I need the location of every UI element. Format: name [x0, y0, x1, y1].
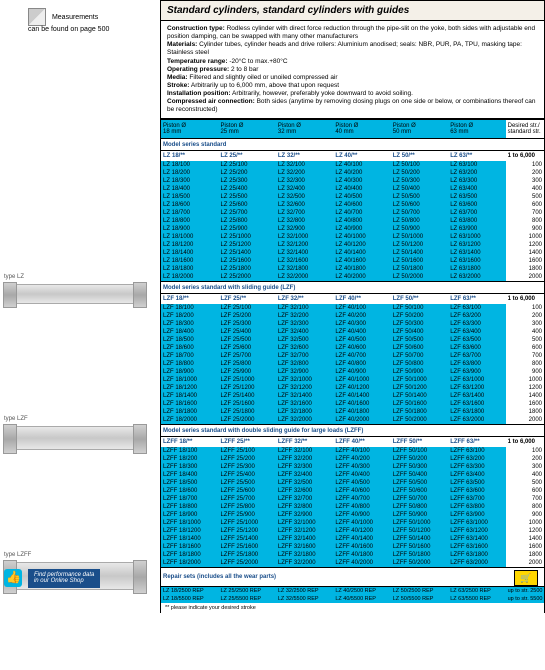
repair-title-row: Repair sets (includes all the wear parts…: [161, 568, 544, 587]
table-row: LZF 18/100LZF 25/100LZF 32/100LZF 40/100…: [161, 304, 544, 312]
table-row: LZ 18/1400LZ 25/1400LZ 32/1400LZ 40/1400…: [161, 249, 544, 257]
table-row: LZ 18/400LZ 25/400LZ 32/400LZ 40/400LZ 5…: [161, 185, 544, 193]
thumbs-up-icon: [4, 569, 22, 587]
series-title-row: Model series standard with sliding guide…: [161, 282, 544, 294]
description-block: Construction type: Rodless cylinder with…: [161, 21, 544, 119]
type-lz-label: type LZ: [4, 274, 160, 280]
table-row: LZF 18/600LZF 25/600LZF 32/600LZF 40/600…: [161, 344, 544, 352]
table-row: LZFF 18/300LZFF 25/300LZFF 32/300LZFF 40…: [161, 463, 544, 471]
page-title: Standard cylinders, standard cylinders w…: [161, 0, 544, 21]
measurements-line2: can be found on page 500: [28, 26, 109, 33]
table-row: LZF 18/2000LZF 25/2000LZF 32/2000LZF 40/…: [161, 416, 544, 425]
right-column: Standard cylinders, standard cylinders w…: [160, 0, 545, 613]
piston-63: Piston Ø63 mm: [448, 120, 505, 139]
piston-40: Piston Ø40 mm: [333, 120, 390, 139]
table-row: LZFF 18/100LZFF 25/100LZFF 32/100LZFF 40…: [161, 447, 544, 455]
table-row: LZF 18/1000LZF 25/1000LZF 32/1000LZF 40/…: [161, 376, 544, 384]
piston-32: Piston Ø32 mm: [276, 120, 333, 139]
table-row: LZFF 18/500LZFF 25/500LZFF 32/500LZFF 40…: [161, 479, 544, 487]
table-row: LZ 18/200LZ 25/200LZ 32/200LZ 40/200LZ 5…: [161, 169, 544, 177]
cart-icon: 🛒: [514, 570, 538, 586]
piston-18: Piston Ø18 mm: [161, 120, 218, 139]
cylinder-lzf-image: [4, 426, 160, 450]
table-row: LZ 18/900LZ 25/900LZ 32/900LZ 40/900LZ 5…: [161, 225, 544, 233]
table-row: LZFF 18/1200LZFF 25/1200LZFF 32/1200LZFF…: [161, 527, 544, 535]
desired-header: Desired str./standard str.: [506, 120, 544, 139]
left-column: Measurements can be found on page 500 ty…: [0, 0, 160, 592]
table-row: LZF 18/1200LZF 25/1200LZF 32/1200LZF 40/…: [161, 384, 544, 392]
piston-25: Piston Ø25 mm: [218, 120, 275, 139]
table-row: LZFF 18/200LZFF 25/200LZFF 32/200LZFF 40…: [161, 455, 544, 463]
table-row: LZ 18/800LZ 25/800LZ 32/800LZ 40/800LZ 5…: [161, 217, 544, 225]
table-row: LZFF 18/1600LZFF 25/1600LZFF 32/1600LZFF…: [161, 543, 544, 551]
series-title-row: Model series standard with double slidin…: [161, 425, 544, 437]
cylinder-lz-image: [4, 284, 160, 304]
table-row: LZFF 18/600LZFF 25/600LZFF 32/600LZFF 40…: [161, 487, 544, 495]
repair-row: LZ 18/5500 REPLZ 25/5500 REPLZ 32/5500 R…: [161, 595, 544, 603]
table-row: LZ 18/1600LZ 25/1600LZ 32/1600LZ 40/1600…: [161, 257, 544, 265]
series-subheader: LZF 18/**LZF 25/**LZF 32/**LZF 40/**LZF …: [161, 294, 544, 305]
table-row: LZF 18/1400LZF 25/1400LZF 32/1400LZF 40/…: [161, 392, 544, 400]
table-row: LZFF 18/800LZFF 25/800LZFF 32/800LZFF 40…: [161, 503, 544, 511]
tip-badge: Find performance data in our Online Shop: [4, 569, 144, 588]
series-subheader: LZ 18/**LZ 25/**LZ 32/**LZ 40/**LZ 50/**…: [161, 151, 544, 162]
table-row: LZ 18/700LZ 25/700LZ 32/700LZ 40/700LZ 5…: [161, 209, 544, 217]
table-row: LZFF 18/1000LZFF 25/1000LZFF 32/1000LZFF…: [161, 519, 544, 527]
table-row: LZFF 18/900LZFF 25/900LZFF 32/900LZFF 40…: [161, 511, 544, 519]
table-row: LZF 18/400LZF 25/400LZF 32/400LZF 40/400…: [161, 328, 544, 336]
piston-50: Piston Ø50 mm: [391, 120, 448, 139]
series-subheader: LZFF 18/**LZFF 25/**LZFF 32/**LZFF 40/**…: [161, 437, 544, 448]
footnote: ** please indicate your desired stroke: [161, 603, 544, 613]
table-row: LZF 18/500LZF 25/500LZF 32/500LZF 40/500…: [161, 336, 544, 344]
repair-row: LZ 18/2500 REPLZ 25/2500 REPLZ 32/2500 R…: [161, 587, 544, 596]
table-row: LZF 18/700LZF 25/700LZF 32/700LZF 40/700…: [161, 352, 544, 360]
type-lzff-label: type LZFF: [4, 552, 160, 558]
table-row: LZF 18/1800LZF 25/1800LZF 32/1800LZF 40/…: [161, 408, 544, 416]
table-row: LZF 18/900LZF 25/900LZF 32/900LZF 40/900…: [161, 368, 544, 376]
measurements-line1: Measurements: [52, 14, 98, 21]
table-row: LZ 18/600LZ 25/600LZ 32/600LZ 40/600LZ 5…: [161, 201, 544, 209]
table-row: LZFF 18/1400LZFF 25/1400LZFF 32/1400LZFF…: [161, 535, 544, 543]
table-row: LZ 18/300LZ 25/300LZ 32/300LZ 40/300LZ 5…: [161, 177, 544, 185]
table-row: LZFF 18/700LZFF 25/700LZFF 32/700LZFF 40…: [161, 495, 544, 503]
table-row: LZF 18/800LZF 25/800LZF 32/800LZF 40/800…: [161, 360, 544, 368]
performance-tip: Find performance data in our Online Shop: [28, 569, 100, 588]
series-title-row: Model series standard: [161, 139, 544, 151]
table-row: LZ 18/1800LZ 25/1800LZ 32/1800LZ 40/1800…: [161, 265, 544, 273]
table-row: LZ 18/1000LZ 25/1000LZ 32/1000LZ 40/1000…: [161, 233, 544, 241]
table-row: LZ 18/1200LZ 25/1200LZ 32/1200LZ 40/1200…: [161, 241, 544, 249]
table-row: LZF 18/300LZF 25/300LZF 32/300LZF 40/300…: [161, 320, 544, 328]
table-row: LZF 18/1600LZF 25/1600LZF 32/1600LZF 40/…: [161, 400, 544, 408]
table-row: LZF 18/200LZF 25/200LZF 32/200LZF 40/200…: [161, 312, 544, 320]
type-lzf-label: type LZF: [4, 416, 160, 422]
piston-header-row: Piston Ø18 mm Piston Ø25 mm Piston Ø32 m…: [161, 120, 544, 139]
table-row: LZ 18/2000LZ 25/2000LZ 32/2000LZ 40/2000…: [161, 273, 544, 282]
table-row: LZFF 18/2000LZFF 25/2000LZFF 32/2000LZFF…: [161, 559, 544, 568]
measurements-note: Measurements can be found on page 500: [28, 8, 160, 34]
table-row: LZFF 18/1800LZFF 25/1800LZFF 32/1800LZFF…: [161, 551, 544, 559]
table-row: LZ 18/500LZ 25/500LZ 32/500LZ 40/500LZ 5…: [161, 193, 544, 201]
table-row: LZFF 18/400LZFF 25/400LZFF 32/400LZFF 40…: [161, 471, 544, 479]
table-row: LZ 18/100LZ 25/100LZ 32/100LZ 40/100LZ 5…: [161, 161, 544, 169]
main-table: Piston Ø18 mm Piston Ø25 mm Piston Ø32 m…: [161, 119, 544, 603]
